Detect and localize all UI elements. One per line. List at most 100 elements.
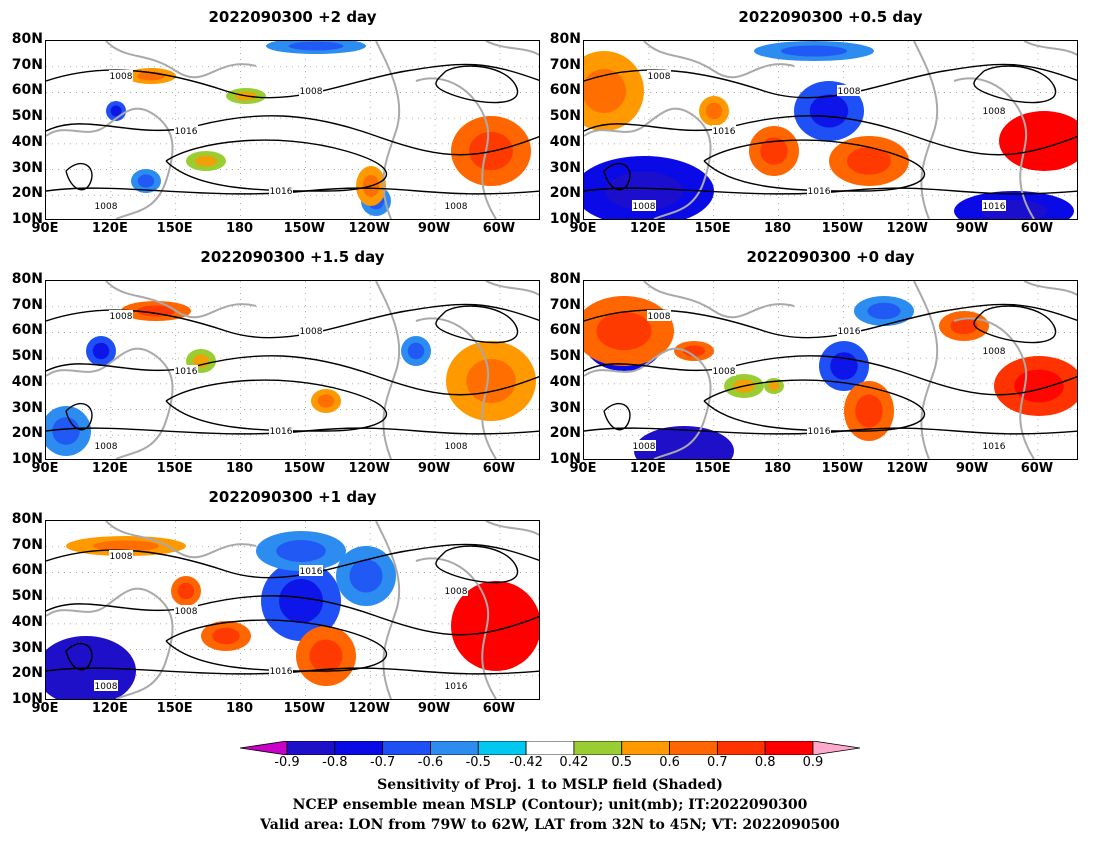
y-tick-label: 70N [11,296,43,313]
contour-label: 1016 [837,325,861,337]
contour-label: 1016 [269,665,293,677]
svg-text:1016: 1016 [713,127,736,137]
contour-label: 1016 [982,200,1006,212]
x-tick-label: 60W [482,461,516,476]
x-tick-label: 90E [569,461,597,476]
svg-text:1008: 1008 [95,442,118,452]
contour-label: 1008 [109,550,133,562]
contour-label: 1016 [712,125,736,137]
colorbar [240,741,860,755]
colorbar-box [716,741,766,755]
svg-text:1008: 1008 [648,72,671,82]
y-tick-label: 10N [549,451,581,467]
y-tick-label: 70N [11,56,43,73]
svg-text:1016: 1016 [838,327,861,337]
y-tick-label: 80N [11,271,43,287]
y-tick-label: 40N [11,373,43,390]
y-tick-label: 10N [549,211,581,227]
x-tick-label: 150W [283,701,326,716]
y-tick-label: 40N [549,133,581,150]
y-tick-label: 60N [549,82,581,99]
y-tick-label: 70N [11,536,43,553]
y-tick-label: 30N [549,399,581,416]
svg-text:1008: 1008 [445,442,468,452]
y-tick-label: 20N [11,425,43,442]
colorbar-box [621,741,670,755]
svg-text:1008: 1008 [95,202,118,212]
x-tick-label: 150E [156,221,193,236]
svg-text:1008: 1008 [633,202,656,212]
map-svg: 1008 1016 1008 1016 1016 1008 1008 [584,281,1077,459]
y-tick-label: 10N [11,691,43,707]
contour-label: 1008 [632,440,656,452]
svg-text:1008: 1008 [648,312,671,322]
svg-text:1008: 1008 [983,347,1006,357]
contour-label: 1008 [647,70,671,82]
y-tick-label: 60N [11,322,43,339]
y-tick-label: 20N [11,665,43,682]
y-tick-label: 80N [11,511,43,527]
y-tick-label: 40N [11,133,43,150]
y-tick-label: 30N [549,159,581,176]
colorbar-box [382,741,431,755]
footer-line-1: Sensitivity of Proj. 1 to MSLP field (Sh… [377,777,723,793]
svg-text:1008: 1008 [300,87,323,97]
panel-title: 2022090300 +1 day [208,488,377,506]
svg-text:1016: 1016 [300,567,323,577]
colorbar-tick-label: 0.42 [559,755,589,770]
colorbar-tick-label: 0.5 [611,755,633,770]
colorbar-labels: -0.9 -0.8 -0.7 -0.6 -0.5 -0.42 0.42 0.5 0.6 0.7 0.… [0,755,1100,771]
x-tick-label: 150E [156,701,193,716]
panel-title: 2022090300 +2 day [208,8,377,26]
contour-label: 1016 [299,565,323,577]
panel-title: 2022090300 +0 day [746,248,915,266]
contour-label: 1008 [712,365,736,377]
svg-text:1016: 1016 [175,127,198,137]
map-plot: 1008 1008 1016 1016 1008 1008 [45,280,540,460]
colorbar-tick-label: 0.6 [659,755,680,770]
x-tick-label: 90E [31,221,59,236]
svg-text:1008: 1008 [110,72,133,82]
colorbar-tick-label: -0.7 [369,755,396,770]
svg-text:1008: 1008 [838,87,861,97]
contour-label: 1016 [807,185,831,197]
x-tick-label: 60W [482,221,516,236]
x-tick-label: 90W [417,221,451,236]
x-tick-label: 120E [629,221,666,236]
y-tick-label: 30N [11,159,43,176]
contour-label: 1016 [174,125,198,137]
map-plot: 1008 1008 1016 1016 1016 1008 1008 [583,40,1078,220]
contour-label: 1008 [109,310,133,322]
y-tick-label: 50N [549,348,581,365]
contour-label: 1008 [444,440,468,452]
y-tick-label: 10N [11,211,43,227]
colorbar-tick-label: 0.7 [707,755,728,770]
contour-label: 1008 [632,200,656,212]
svg-text:1016: 1016 [175,367,198,377]
map-svg: 1008 1016 1008 1016 1016 1008 1008 [46,521,539,699]
panel-title: 2022090300 +1.5 day [200,248,385,266]
colorbar-tick-label: -0.6 [417,755,444,770]
x-tick-label: 180 [763,461,792,476]
colorbar-tick-label: -0.5 [465,755,491,770]
svg-text:1016: 1016 [808,427,831,437]
x-tick-label: 120W [886,461,928,476]
colorbar-box [430,741,479,755]
x-tick-label: 150W [283,221,326,236]
contour-label: 1008 [444,585,468,597]
x-tick-label: 150W [821,461,864,476]
y-tick-label: 80N [549,31,581,47]
contour-label: 1016 [174,365,198,377]
x-tick-label: 150E [156,461,193,476]
x-tick-label: 90W [417,701,451,716]
x-tick-label: 180 [225,221,254,236]
contour-label: 1016 [807,425,831,437]
contour-label: 1008 [299,85,323,97]
y-tick-label: 40N [549,373,581,390]
contour-label: 1008 [444,200,468,212]
x-tick-label: 120E [91,221,128,236]
colorbar-tick-label: 0.9 [802,755,824,770]
x-tick-label: 120W [348,701,390,716]
svg-text:1016: 1016 [270,667,293,677]
colorbar-tick-label: -0.42 [509,755,543,770]
